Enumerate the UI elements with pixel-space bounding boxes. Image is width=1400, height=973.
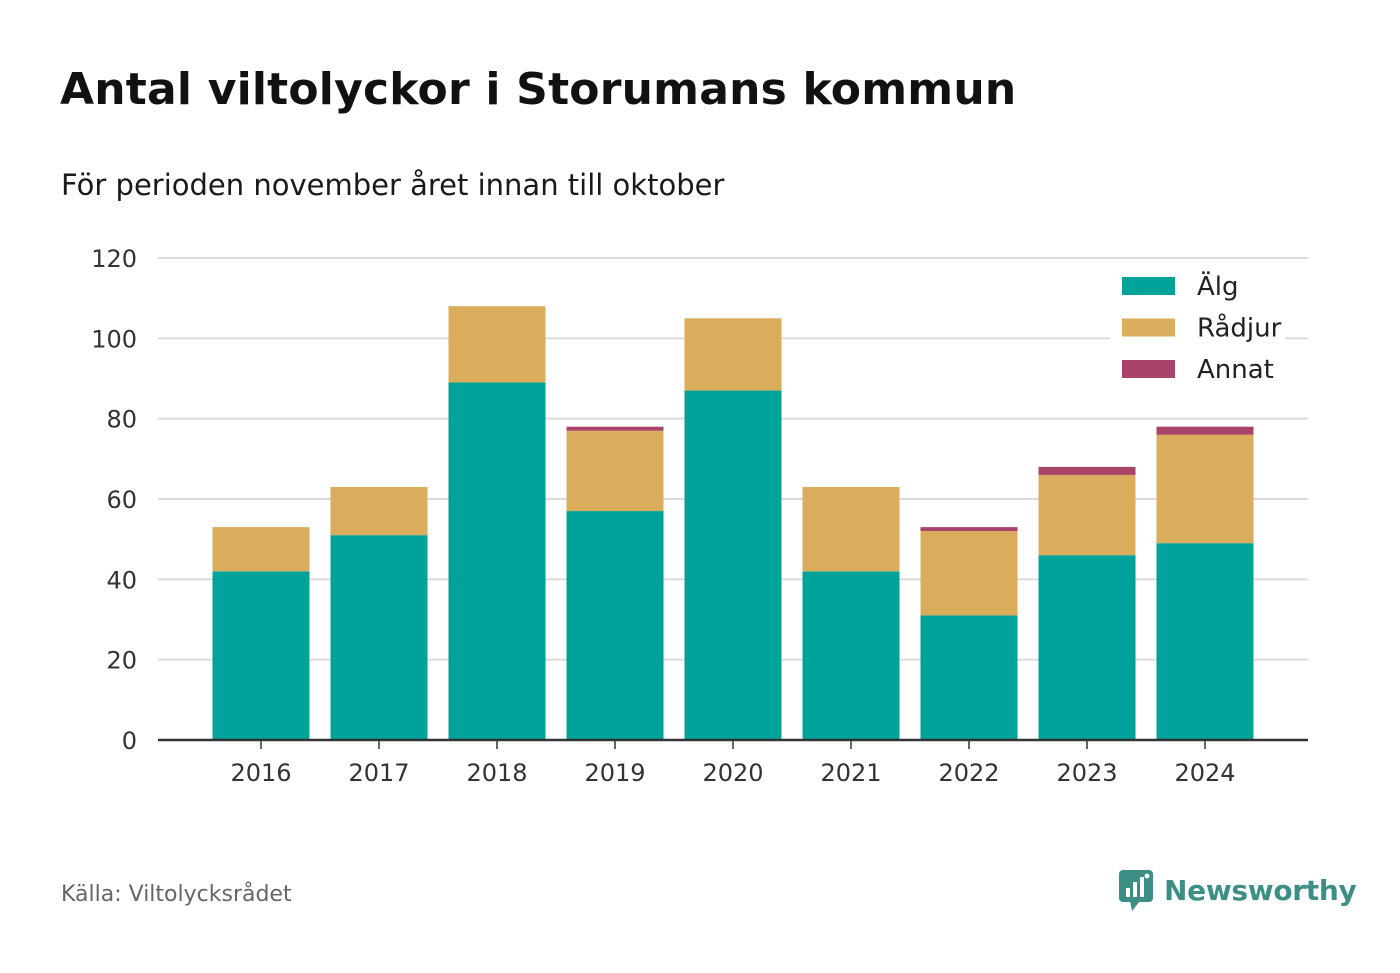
y-tick-label: 100 xyxy=(91,325,137,353)
bar-segment xyxy=(802,571,900,740)
x-tick-label: 2018 xyxy=(466,759,527,787)
brand-logo: Newsworthy xyxy=(1118,868,1357,912)
bar-segment xyxy=(566,511,664,740)
bar-segment xyxy=(802,486,900,572)
bar-segment xyxy=(1038,474,1136,556)
bar-segment xyxy=(566,430,664,512)
x-tick-label: 2019 xyxy=(584,759,645,787)
chart-subtitle: För perioden november året innan till ok… xyxy=(61,168,725,202)
bar-segment xyxy=(566,426,664,431)
bar-segment xyxy=(330,486,428,536)
y-tick-label: 120 xyxy=(91,245,137,273)
bar-segment xyxy=(1156,543,1254,740)
legend-swatch xyxy=(1122,360,1175,378)
brand-name: Newsworthy xyxy=(1164,873,1357,907)
legend-swatch xyxy=(1122,277,1175,295)
bar-segment xyxy=(920,531,1018,616)
y-tick-label: 0 xyxy=(122,727,137,755)
bar-segment xyxy=(212,527,310,572)
bar-segment xyxy=(330,535,428,740)
bar-segment xyxy=(920,615,1018,740)
chart-title: Antal viltolyckor i Storumans kommun xyxy=(60,64,1017,115)
y-tick-label: 80 xyxy=(106,406,137,434)
y-tick-label: 40 xyxy=(106,566,137,594)
x-tick-label: 2017 xyxy=(348,759,409,787)
bar-segment xyxy=(920,527,1018,532)
bar-segment xyxy=(212,571,310,740)
bar-segment xyxy=(448,382,546,740)
legend-label: Rådjur xyxy=(1197,313,1282,344)
bar-segment xyxy=(1156,426,1254,435)
x-tick-label: 2021 xyxy=(820,759,881,787)
x-tick-label: 2020 xyxy=(702,759,763,787)
legend-label: Annat xyxy=(1197,355,1274,385)
x-tick-label: 2016 xyxy=(230,759,291,787)
bar-segment xyxy=(1038,555,1136,740)
bar-chart-speech-bubble-icon xyxy=(1119,870,1153,911)
source-note: Källa: Viltolycksrådet xyxy=(61,882,292,907)
bar-segment xyxy=(1156,434,1254,544)
bar-segment xyxy=(448,306,546,383)
x-tick-label: 2023 xyxy=(1056,759,1117,787)
bar-segment xyxy=(1038,466,1136,475)
bar-segment xyxy=(684,390,782,740)
legend-label: Älg xyxy=(1197,270,1239,302)
x-tick-label: 2022 xyxy=(938,759,999,787)
y-tick-label: 60 xyxy=(106,486,137,514)
y-tick-label: 20 xyxy=(106,647,137,675)
bar-segment xyxy=(684,318,782,391)
legend-swatch xyxy=(1122,318,1175,337)
x-tick-label: 2024 xyxy=(1174,759,1235,787)
